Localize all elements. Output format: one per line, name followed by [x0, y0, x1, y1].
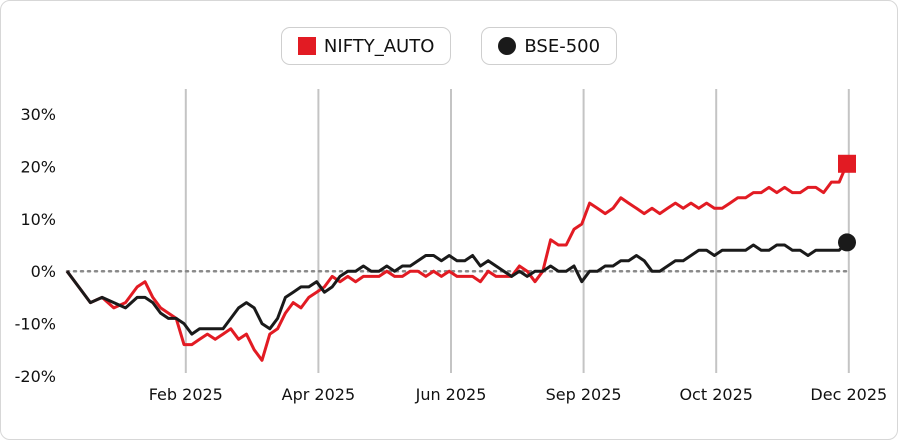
- x-tick-label: Dec 2025: [810, 385, 887, 404]
- y-tick-label: 0%: [31, 262, 56, 281]
- y-tick-label: 20%: [20, 157, 56, 176]
- y-tick-label: 30%: [20, 105, 56, 124]
- bse-500-circle-icon: [498, 37, 517, 55]
- x-tick-label: Jun 2025: [415, 385, 487, 404]
- y-tick-label: -20%: [15, 367, 56, 386]
- end-marker-circle: [838, 233, 856, 252]
- series-line-nifty-auto: [65, 163, 849, 362]
- x-tick-label: Sep 2025: [546, 385, 622, 404]
- x-tick-label: Apr 2025: [282, 385, 355, 404]
- legend: NIFTY_AUTO BSE-500: [1, 27, 897, 65]
- x-tick-label: Feb 2025: [149, 385, 223, 404]
- legend-item-nifty-auto[interactable]: NIFTY_AUTO: [280, 27, 452, 65]
- legend-label-bse-500: BSE-500: [524, 35, 601, 57]
- y-tick-label: -10%: [15, 315, 56, 334]
- legend-label-nifty-auto: NIFTY_AUTO: [323, 35, 435, 57]
- x-tick-label: Oct 2025: [679, 385, 752, 404]
- legend-item-bse-500[interactable]: BSE-500: [481, 27, 618, 65]
- series-line-bse-500: [65, 241, 849, 336]
- y-tick-label: 10%: [20, 210, 56, 229]
- end-marker-square: [838, 154, 856, 173]
- nifty-auto-square-icon: [297, 37, 316, 55]
